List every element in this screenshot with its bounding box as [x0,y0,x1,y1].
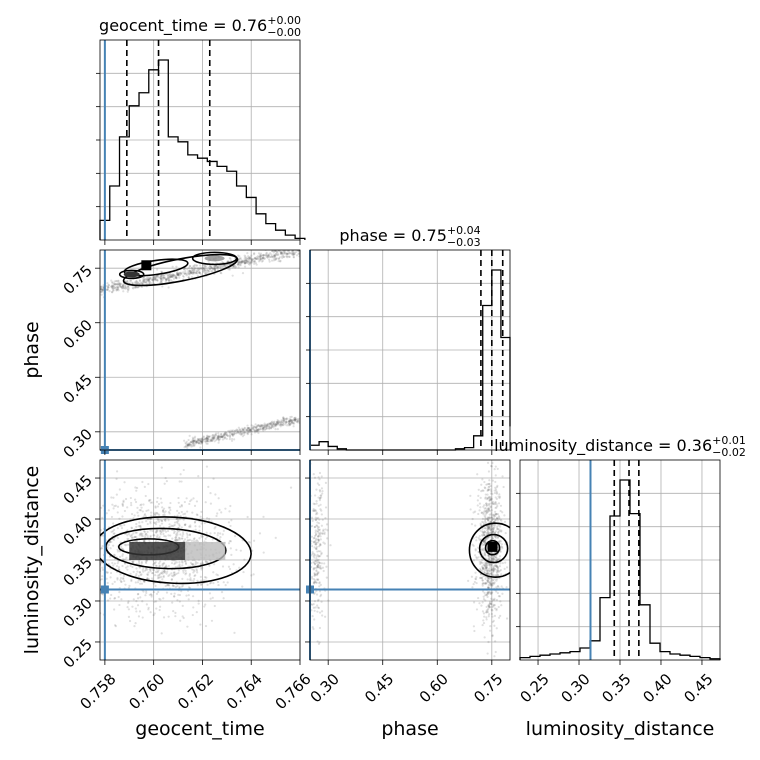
grid-layer [100,40,720,660]
x-tick-label: 0.60 [416,670,452,706]
title-phase: phase = 0.75+0.04 −0.03 [339,224,480,249]
contour [468,522,510,578]
y-tick-label: 0.45 [60,371,96,407]
x-tick-label: 0.45 [680,670,716,706]
y-tick-label: 0.60 [60,316,96,352]
panel-frame-phase-phase [309,249,511,451]
title-plus: +0.00 [267,14,301,27]
x-tick-label: 0.45 [361,670,397,706]
y-tick-label: 0.35 [60,553,96,589]
title-main: luminosity_distance = 0.36 [494,436,712,456]
scatter-phase-luminosity_distance [310,461,510,658]
scatter-geocent_time-luminosity_distance [100,465,293,635]
scatter-geocent_time-phase [100,250,300,449]
x-tick-label: 0.758 [77,670,120,713]
title-plus: +0.04 [447,224,481,237]
x-axis-label-geocent_time: geocent_time [135,718,264,740]
panel-frame-geocent_time-phase [99,249,301,451]
x-tick-label: 0.764 [223,670,266,713]
title-main: phase = 0.75 [339,226,446,245]
x-axis-label-phase: phase [381,718,438,740]
title-minus: −0.00 [267,26,301,39]
x-tick-label: 0.35 [598,670,634,706]
truth-point [100,585,109,594]
contour [100,516,252,585]
y-tick-label: 0.45 [60,471,96,507]
contour [118,269,145,280]
x-tick-label: 0.30 [307,670,343,706]
title-main: geocent_time = 0.76 [99,16,267,36]
x-tick-label: 0.760 [125,670,168,713]
y-tick-label: 0.30 [60,425,96,461]
frames-layer [95,39,721,665]
contour [105,527,227,570]
panel-frame-geocent_time-geocent_time [99,39,301,241]
title-plus: +0.01 [712,434,746,447]
title-minus: −0.03 [447,236,481,249]
title-luminosity_distance: luminosity_distance = 0.36+0.01 −0.02 [494,434,746,459]
y-tick-label: 0.30 [60,594,96,630]
contour [478,533,509,564]
contour [191,251,238,266]
y-axis-label-luminosity_distance: luminosity_distance [21,466,43,655]
histogram-geocent_time [99,59,306,240]
title-minus: −0.02 [712,446,746,459]
y-axis-label-phase: phase [21,321,43,378]
contour [122,253,239,287]
x-tick-label: 0.40 [639,670,675,706]
y-tick-label: 0.40 [60,512,96,548]
y-tick-label: 0.25 [60,635,96,671]
x-tick-label: 0.25 [516,670,552,706]
title-geocent_time: geocent_time = 0.76+0.00 −0.00 [99,14,301,39]
x-tick-label: 0.30 [557,670,593,706]
x-tick-label: 0.75 [470,670,506,706]
x-axis-label-luminosity_distance: luminosity_distance [526,718,715,740]
density-layer [100,250,510,658]
x-tick-label: 0.762 [174,670,217,713]
contour [484,539,501,556]
histogram-luminosity_distance [519,479,721,660]
y-tick-label: 0.75 [60,261,96,297]
histogram-phase [309,269,511,451]
